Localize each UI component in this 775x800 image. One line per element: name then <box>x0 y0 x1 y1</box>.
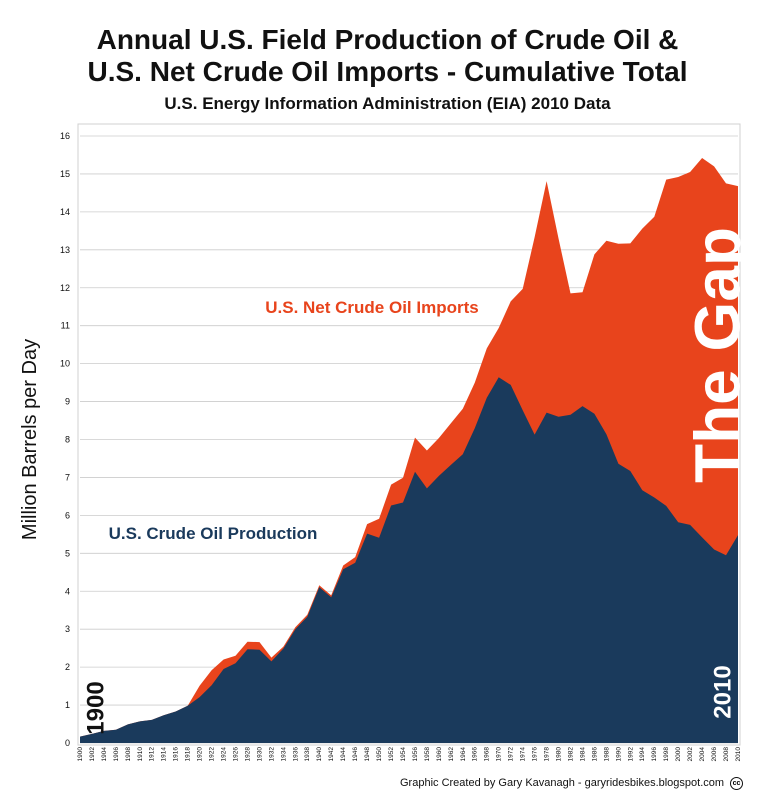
x-tick-label: 1996 <box>651 747 658 762</box>
credit-text: Graphic Created by Gary Kavanagh - garyr… <box>400 777 725 789</box>
y-tick-label: 5 <box>65 548 70 558</box>
x-tick-label: 1988 <box>603 747 610 762</box>
y-tick-label: 13 <box>60 245 70 255</box>
x-tick-label: 1908 <box>125 747 132 762</box>
y-tick-label: 4 <box>65 586 70 596</box>
x-tick-label: 1938 <box>304 747 311 762</box>
y-axis-label: Million Barrels per Day <box>19 339 41 540</box>
y-tick-label: 2 <box>65 662 70 672</box>
x-tick-label: 2002 <box>687 747 694 762</box>
x-tick-label: 1924 <box>221 747 228 762</box>
x-tick-label: 1928 <box>244 747 251 762</box>
x-tick-label: 1956 <box>412 747 419 762</box>
x-tick-label: 1974 <box>520 747 527 762</box>
x-tick-label: 1986 <box>591 747 598 762</box>
x-tick-label: 1998 <box>663 747 670 762</box>
x-tick-label: 1950 <box>376 747 383 762</box>
x-tick-label: 1962 <box>448 747 455 762</box>
x-tick-label: 1978 <box>544 747 551 762</box>
x-tick-label: 1992 <box>627 747 634 762</box>
x-tick-label: 1904 <box>101 747 108 762</box>
x-tick-label: 1948 <box>364 747 371 762</box>
x-tick-label: 1994 <box>639 747 646 762</box>
x-tick-label: 1944 <box>340 747 347 762</box>
x-tick-label: 1984 <box>579 747 586 762</box>
x-tick-label: 1940 <box>316 747 323 762</box>
y-tick-label: 1 <box>65 700 70 710</box>
x-tick-label: 1902 <box>89 747 96 762</box>
production-series-label: U.S. Crude Oil Production <box>109 524 318 543</box>
start-year-label: 1900 <box>82 681 109 734</box>
y-tick-label: 9 <box>65 397 70 407</box>
x-tick-label: 1958 <box>424 747 431 762</box>
x-tick-label: 1936 <box>292 747 299 762</box>
x-tick-label: 1926 <box>232 747 239 762</box>
y-tick-label: 0 <box>65 738 70 748</box>
x-tick-label: 1914 <box>161 747 168 762</box>
x-tick-label: 1900 <box>77 747 84 762</box>
cc-license-icon: cc <box>730 777 743 790</box>
x-tick-label: 1922 <box>209 747 216 762</box>
y-tick-label: 15 <box>60 169 70 179</box>
x-tick-label: 1930 <box>256 747 263 762</box>
x-tick-label: 1968 <box>484 747 491 762</box>
x-tick-label: 1970 <box>496 747 503 762</box>
y-tick-label: 16 <box>60 131 70 141</box>
x-tick-label: 1980 <box>555 747 562 762</box>
series-area-production <box>80 377 738 743</box>
y-tick-label: 10 <box>60 359 70 369</box>
chart-title-line1: Annual U.S. Field Production of Crude Oi… <box>96 24 679 55</box>
x-tick-label: 1910 <box>137 747 144 762</box>
x-tick-label: 1976 <box>532 747 539 762</box>
x-tick-label: 1964 <box>460 747 467 762</box>
x-tick-label: 1916 <box>173 747 180 762</box>
y-tick-label: 14 <box>60 207 70 217</box>
chart-subtitle: U.S. Energy Information Administration (… <box>164 94 611 113</box>
chart-title-line2: U.S. Net Crude Oil Imports - Cumulative … <box>87 56 688 87</box>
y-tick-label: 11 <box>61 321 70 331</box>
y-tick-label: 6 <box>65 510 70 520</box>
x-tick-label: 2004 <box>699 747 706 762</box>
x-tick-label: 1960 <box>436 747 443 762</box>
end-year-label: 2010 <box>709 665 736 718</box>
x-tick-label: 1932 <box>268 747 275 762</box>
x-tick-label: 1954 <box>400 747 407 762</box>
x-tick-label: 1918 <box>185 747 192 762</box>
x-tick-label: 2006 <box>711 747 718 762</box>
x-tick-label: 1990 <box>615 747 622 762</box>
x-tick-label: 1946 <box>352 747 359 762</box>
y-tick-label: 12 <box>60 283 70 293</box>
x-tick-label: 1942 <box>328 747 335 762</box>
y-tick-label: 8 <box>65 435 70 445</box>
x-tick-label: 1982 <box>567 747 574 762</box>
x-tick-label: 1934 <box>280 747 287 762</box>
x-tick-label: 1966 <box>472 747 479 762</box>
x-tick-label: 1912 <box>149 747 156 762</box>
y-tick-label: 3 <box>65 624 70 634</box>
x-tick-label: 1972 <box>508 747 515 762</box>
imports-series-label: U.S. Net Crude Oil Imports <box>265 298 478 317</box>
y-tick-label: 7 <box>65 472 70 482</box>
x-tick-label: 1920 <box>197 747 204 762</box>
the-gap-label: The Gap <box>681 227 753 483</box>
x-tick-label: 1952 <box>388 747 395 762</box>
x-tick-label: 1906 <box>113 747 120 762</box>
x-tick-label: 2000 <box>675 747 682 762</box>
x-tick-label: 2008 <box>723 747 730 762</box>
x-tick-label: 2010 <box>735 747 742 762</box>
